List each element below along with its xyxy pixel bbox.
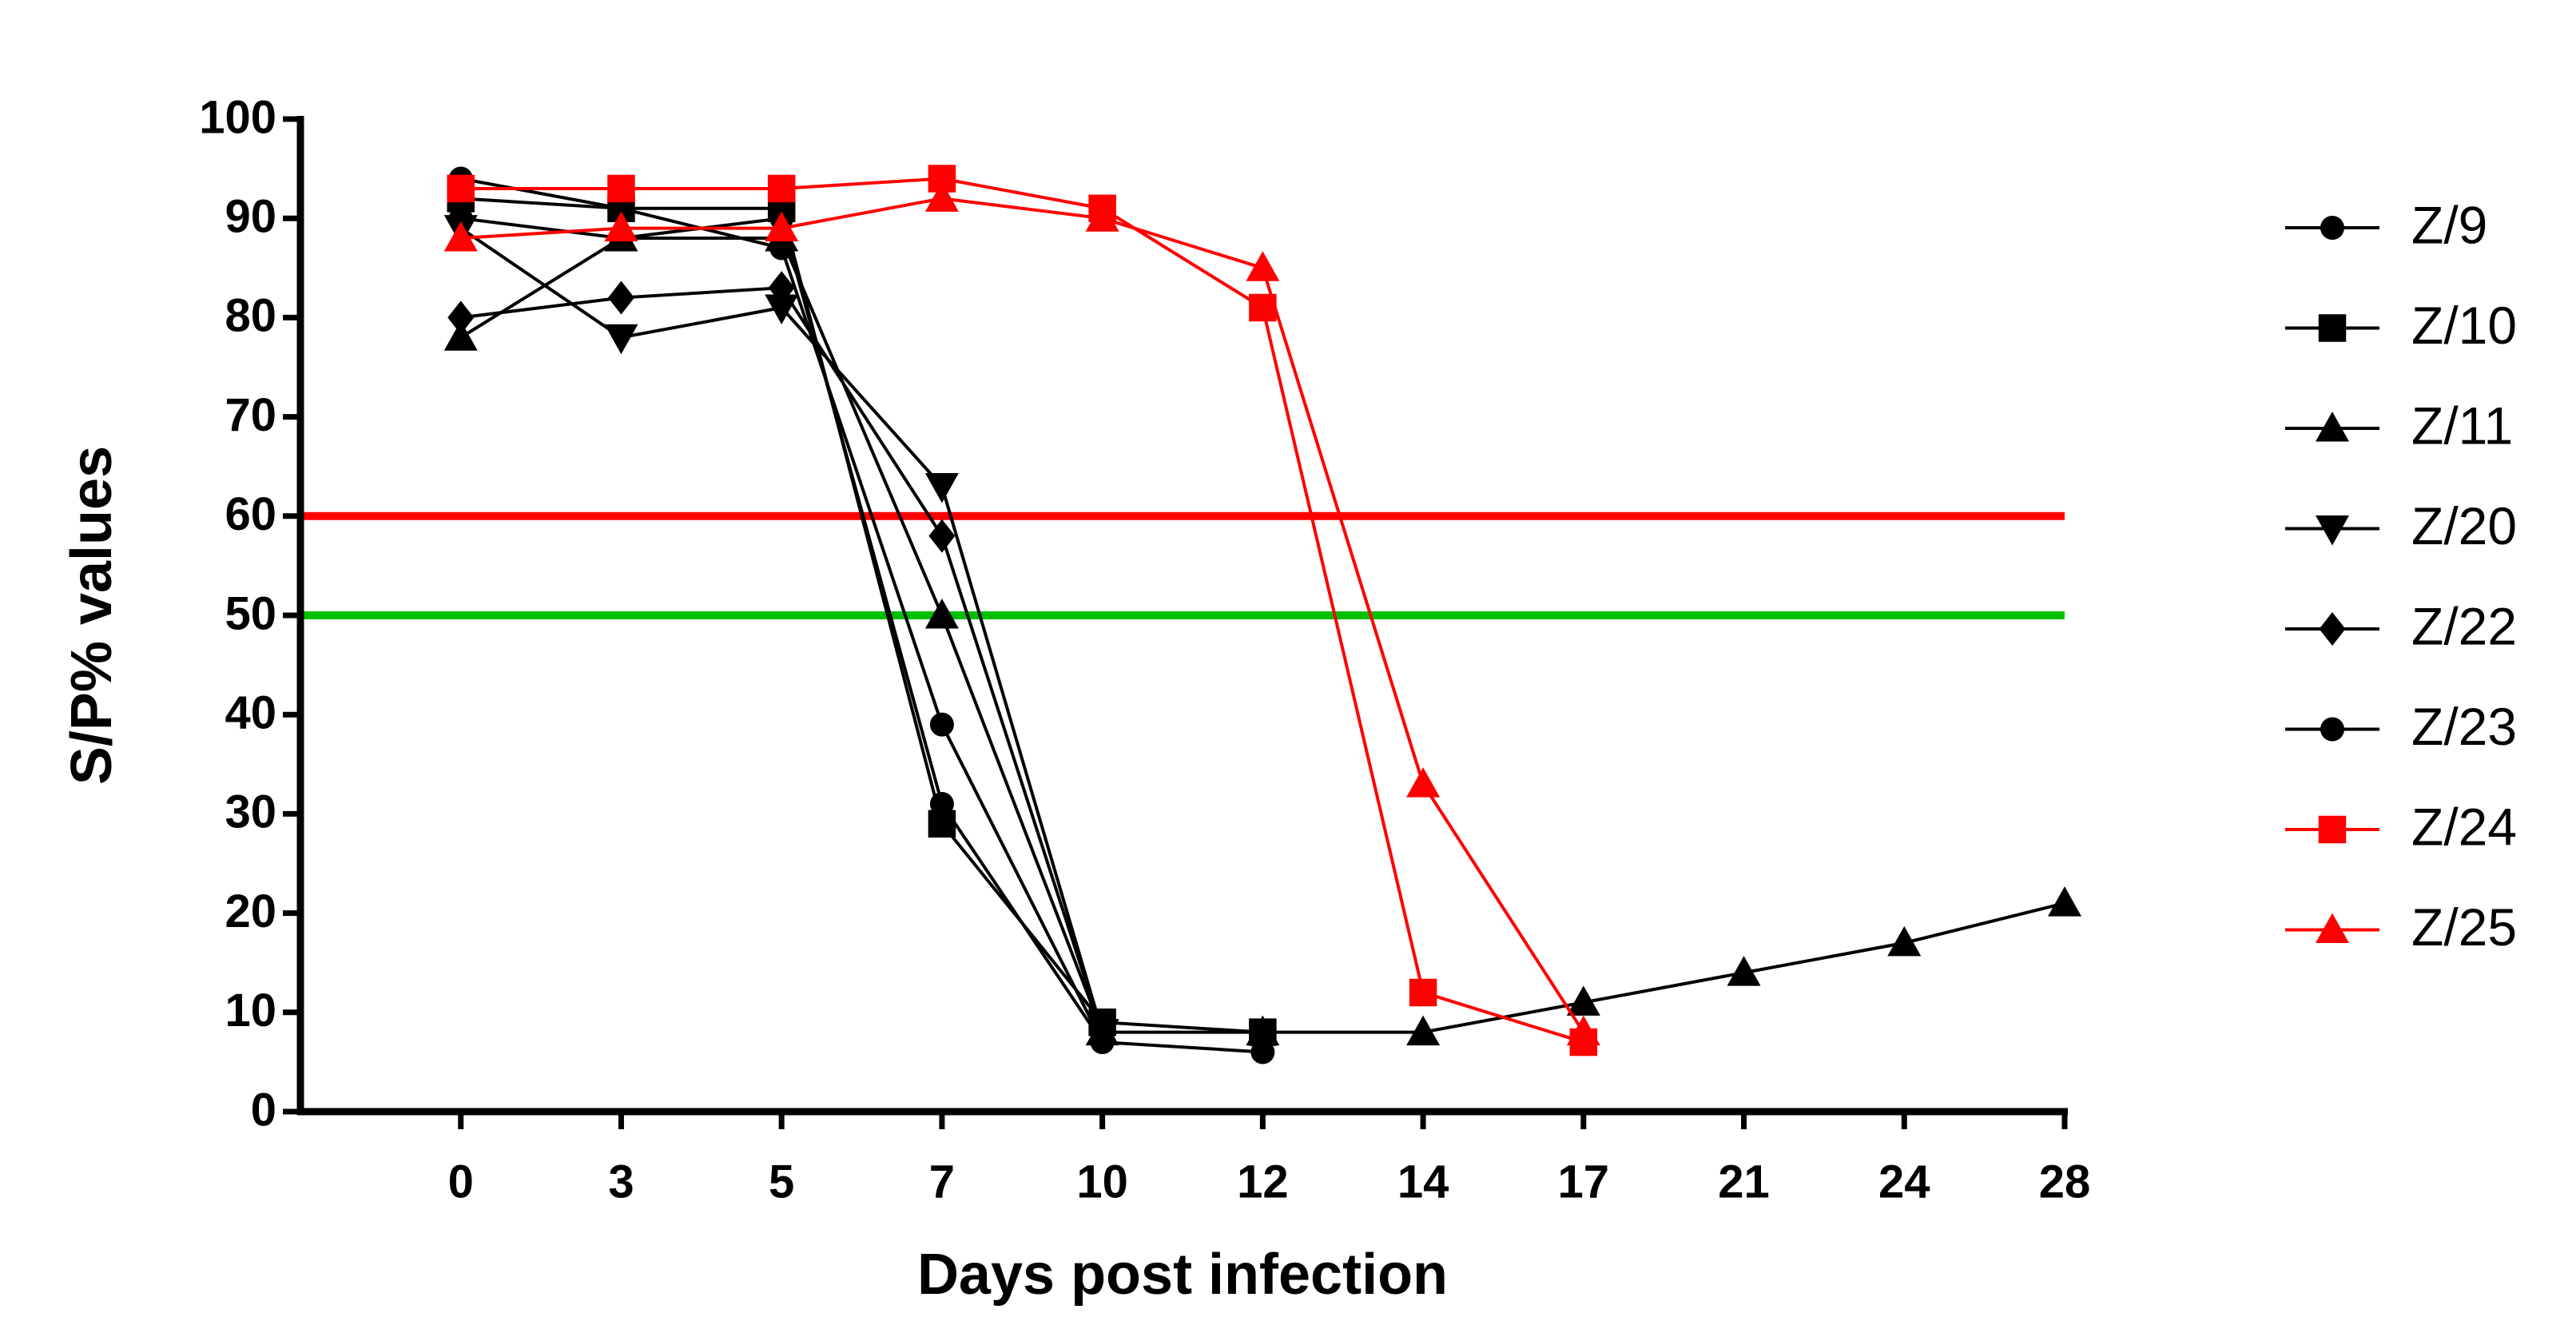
legend-label: Z/11	[2411, 396, 2513, 455]
y-tick-label: 90	[225, 191, 276, 243]
x-tick-label: 14	[1397, 1156, 1449, 1208]
legend-marker	[2320, 216, 2344, 240]
y-axis-title: S/P% values	[60, 446, 124, 785]
legend-label: Z/25	[2411, 897, 2517, 957]
data-point	[443, 320, 478, 351]
legend-label: Z/20	[2411, 496, 2517, 555]
data-point	[604, 211, 638, 242]
y-tick-label: 50	[225, 587, 276, 639]
legend-label: Z/23	[2411, 697, 2517, 756]
data-point	[767, 174, 796, 203]
data-point	[1566, 1015, 1600, 1046]
series-line	[460, 177, 1584, 1044]
x-axis-title: Days post infection	[917, 1243, 1448, 1307]
y-tick-label: 60	[225, 488, 276, 540]
legend-marker	[2316, 412, 2349, 442]
data-point	[609, 196, 634, 221]
x-tick-label: 24	[1878, 1156, 1930, 1208]
x-tick-label: 12	[1237, 1156, 1289, 1208]
y-tick-label: 20	[225, 885, 276, 937]
data-point	[765, 211, 799, 242]
data-point	[447, 300, 475, 335]
y-tick-label: 30	[225, 786, 276, 838]
data-point	[1246, 1015, 1280, 1046]
data-point	[769, 236, 794, 261]
data-point	[929, 712, 954, 737]
legend-label: Z/10	[2411, 296, 2517, 355]
y-tick-label: 100	[199, 91, 276, 143]
x-tick-label: 5	[769, 1156, 794, 1208]
data-point	[2048, 886, 2081, 917]
data-point	[1085, 201, 1119, 232]
series-line	[459, 226, 1104, 1033]
y-tick-label: 80	[225, 290, 276, 342]
legend-marker	[2316, 913, 2349, 943]
x-tick-label: 28	[2039, 1156, 2091, 1208]
data-point	[1727, 956, 1761, 986]
legend-marker	[2319, 612, 2346, 646]
data-point	[1090, 1030, 1115, 1055]
data-point	[607, 174, 635, 203]
legend-marker	[2318, 314, 2347, 342]
series-line	[460, 286, 1104, 1033]
data-point	[607, 281, 634, 315]
data-point	[1406, 1015, 1441, 1046]
legend-label: Z/24	[2411, 797, 2517, 856]
legend-marker	[2320, 717, 2344, 742]
data-point	[1406, 767, 1441, 798]
data-point	[924, 473, 959, 503]
y-tick-label: 40	[225, 687, 276, 739]
x-tick-label: 0	[448, 1156, 474, 1208]
x-tick-label: 17	[1558, 1156, 1610, 1208]
legend-marker	[2318, 815, 2347, 844]
data-point	[443, 221, 478, 252]
data-point	[1566, 985, 1600, 1016]
data-point	[604, 324, 638, 355]
y-tick-label: 10	[225, 985, 276, 1037]
data-point	[768, 271, 795, 305]
series-line	[460, 197, 1263, 1034]
x-tick-label: 10	[1076, 1156, 1128, 1208]
data-point	[447, 174, 475, 203]
legend-label: Z/22	[2411, 596, 2517, 655]
series-line	[460, 217, 1104, 1044]
data-point	[1250, 1040, 1275, 1064]
y-tick-label: 70	[225, 389, 276, 441]
x-tick-label: 21	[1718, 1156, 1770, 1208]
data-point	[928, 519, 956, 553]
data-point	[924, 181, 959, 212]
y-tick-label: 0	[251, 1084, 276, 1136]
legend-label: Z/9	[2411, 195, 2487, 254]
data-point	[928, 810, 956, 838]
legend-marker	[2316, 515, 2349, 546]
data-point	[1409, 978, 1437, 1007]
x-tick-label: 7	[929, 1156, 955, 1208]
series-line	[460, 197, 1585, 1033]
series-line	[459, 237, 2065, 1034]
x-tick-label: 3	[608, 1156, 634, 1208]
data-point	[1246, 251, 1280, 281]
data-point	[924, 599, 959, 629]
data-point	[1887, 925, 1922, 957]
series-line	[460, 177, 1263, 1054]
